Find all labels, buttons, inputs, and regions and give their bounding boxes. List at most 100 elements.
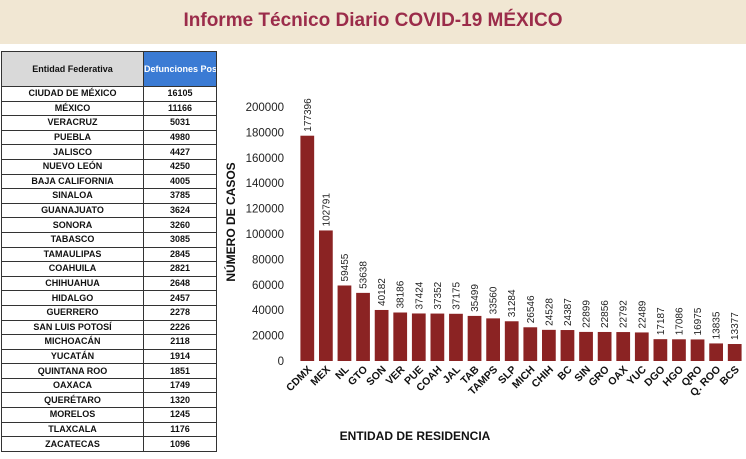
y-tick-label: 100000 [246,229,284,241]
data-label: 13835 [712,311,723,339]
deaths-cell: 1851 [143,363,217,379]
table-row: NUEVO LEÓN 4250 [1,158,217,175]
table-row: ZACATECAS 1096 [1,436,217,452]
deaths-cell: 4250 [143,158,217,175]
state-cell: ZACATECAS [1,436,144,452]
y-tick-label: 60000 [252,280,284,292]
bar [597,331,612,361]
state-cell: JALISCO [1,144,144,160]
column-header-deaths: Defunciones Positivas [143,51,217,87]
data-label: 31284 [507,289,518,317]
deaths-cell: 1320 [143,392,217,409]
deaths-cell: 11166 [143,100,217,117]
table-row: TABASCO 3085 [1,231,217,248]
y-tick-label: 0 [278,356,284,368]
deaths-cell: 1245 [143,407,217,423]
deaths-cell: 2278 [143,304,217,321]
state-cell: BAJA CALIFORNIA [1,173,144,190]
bar [411,313,426,361]
y-tick-label: 180000 [246,127,284,139]
bar [672,339,686,361]
state-cell: QUINTANA ROO [1,363,144,379]
bar [560,330,575,361]
data-label: 38186 [396,280,407,308]
state-cell: SINALOA [1,188,144,204]
bar [374,309,389,361]
state-cell: MORELOS [1,407,144,423]
table-row: SONORA 3260 [1,217,217,233]
bar [318,230,333,361]
table-row: QUINTANA ROO 1851 [1,363,217,379]
state-cell: GUANAJUATO [1,202,144,219]
deaths-cell: 4005 [143,173,217,190]
bar [579,331,593,361]
state-cell: COAHUILA [1,261,144,277]
data-label: 33560 [489,286,500,314]
deaths-cell: 1914 [143,348,217,365]
deaths-cell: 2648 [143,275,217,292]
state-cell: NUEVO LEÓN [1,158,144,175]
x-axis-label: ENTIDAD DE RESIDENCIA [340,429,491,443]
x-tick-label: VER [384,363,408,387]
state-cell: QUERÉTARO [1,392,144,409]
state-cell: TLAXCALA [1,421,144,438]
state-cell: CIUDAD DE MÉXICO [1,86,144,102]
x-tick-label: BC [555,363,575,383]
x-tick-label: SON [364,364,389,389]
bar-chart: ENTIDAD DE RESIDENCIA NÚMERO DE CASOS 0 2… [223,98,742,443]
table-row: MICHOACÁN 2118 [1,334,217,350]
y-axis-label: NÚMERO DE CASOS [223,162,238,281]
deaths-cell: 16105 [143,86,217,102]
bar [653,339,668,361]
table-row: JALISCO 4427 [1,144,217,160]
y-tick-label: 200000 [246,102,284,114]
y-tick-label: 160000 [246,153,284,165]
table-row: BAJA CALIFORNIA 4005 [1,173,217,190]
deaths-cell: 2118 [143,334,217,350]
data-label: 17187 [656,307,667,335]
bar [541,329,556,361]
table-row: COAHUILA 2821 [1,261,217,277]
table-row: MORELOS 1245 [1,407,217,423]
state-cell: SAN LUIS POTOSÍ [1,319,144,336]
deaths-cell: 2457 [143,290,217,306]
state-cell: MICHOACÁN [1,334,144,350]
table-row: QUERÉTARO 1320 [1,392,217,409]
table-row: YUCATÁN 1914 [1,348,217,365]
y-tick-label: 140000 [246,178,284,190]
bar [337,285,352,361]
table-row: HIDALGO 2457 [1,290,217,306]
data-label: 37424 [414,281,425,309]
bar [504,321,519,361]
deaths-cell: 2821 [143,261,217,277]
table-row: GUERRERO 2278 [1,304,217,321]
x-tick-label: CHIH [529,364,556,391]
state-cell: YUCATÁN [1,348,144,365]
deaths-cell: 4980 [143,129,217,146]
data-label: 13377 [730,312,741,340]
state-cell: HIDALGO [1,290,144,306]
x-tick-label: MEX [308,364,333,389]
state-cell: TAMAULIPAS [1,246,144,263]
deaths-cell: 3085 [143,231,217,248]
table-row: SINALOA 3785 [1,188,217,204]
bar [523,327,538,361]
deaths-cell: 2226 [143,319,217,336]
state-cell: MÉXICO [1,100,144,117]
table-row: GUANAJUATO 3624 [1,202,217,219]
table-row: MÉXICO 11166 [1,100,217,117]
deaths-cell: 3785 [143,188,217,204]
table-header-row: Entidad Federativa Defunciones Positivas [1,51,217,87]
data-label: 24528 [544,298,555,326]
deaths-table: Entidad Federativa Defunciones Positivas… [1,51,217,452]
table-row: CIUDAD DE MÉXICO 16105 [1,86,217,102]
bar [300,135,315,361]
data-label: 24387 [563,298,574,326]
data-label: 16975 [693,307,704,335]
bar [616,332,631,361]
state-cell: PUEBLA [1,129,144,146]
header-band [0,0,746,44]
data-label: 35499 [470,284,481,312]
x-tick-label: OAX [606,364,631,389]
deaths-cell: 3260 [143,217,217,233]
